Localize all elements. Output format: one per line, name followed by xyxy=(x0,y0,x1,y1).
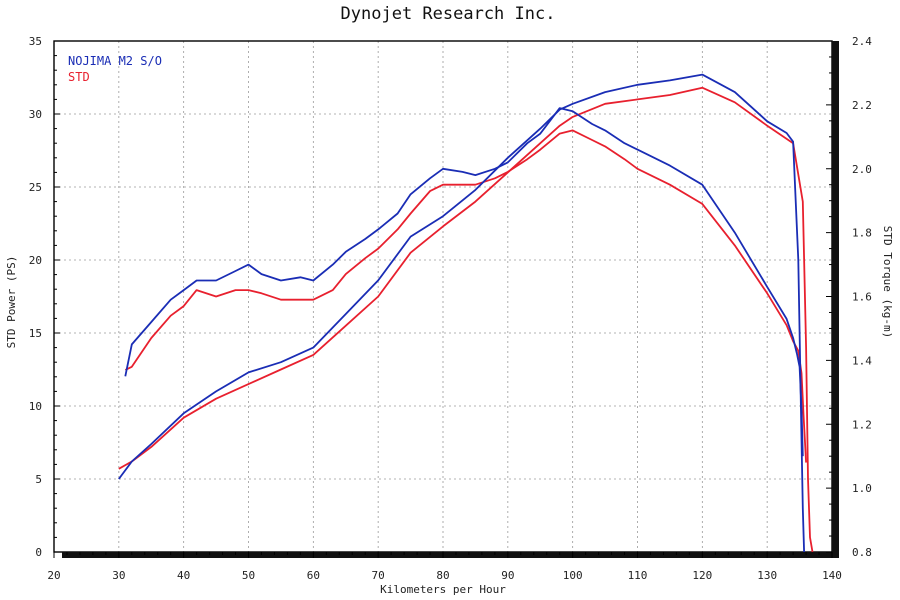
bottom-axis-bar xyxy=(62,552,839,558)
x-tick-label: 30 xyxy=(112,569,125,582)
x-tick-label: 80 xyxy=(436,569,449,582)
x-tick-labels: 20 30 40 50 60 70 80 90 100 110 120 130 140 xyxy=(47,569,842,582)
y-right-tick-labels: 0.8 1.0 1.2 1.4 1.6 1.8 2.0 2.2 2.4 xyxy=(852,35,872,559)
y-right-tick-label: 1.2 xyxy=(852,418,872,431)
x-tick-label: 20 xyxy=(47,569,60,582)
std-torque-line xyxy=(124,129,807,463)
x-tick-label: 110 xyxy=(628,569,648,582)
y-right-tick-label: 1.6 xyxy=(852,291,872,304)
x-tick-label: 60 xyxy=(307,569,320,582)
legend: NOJIMA M2 S/O STD xyxy=(68,54,162,84)
y-right-tick-label: 2.4 xyxy=(852,35,872,48)
x-tick-label: 40 xyxy=(177,569,190,582)
y-right-tick-label: 0.8 xyxy=(852,546,872,559)
nojima-torque-line xyxy=(124,107,804,457)
y-right-tick-label: 1.4 xyxy=(852,354,872,367)
y-left-tick-label: 5 xyxy=(35,473,42,486)
x-tick-label: 130 xyxy=(757,569,777,582)
y-left-tick-labels: 0 5 10 15 20 25 30 35 xyxy=(29,35,42,559)
y-left-tick-label: 20 xyxy=(29,254,42,267)
x-tick-label: 140 xyxy=(822,569,842,582)
x-tick-label: 50 xyxy=(242,569,255,582)
y-right-tick-label: 1.0 xyxy=(852,482,872,495)
right-axis-bar xyxy=(832,41,839,556)
y-right-tick-label: 2.2 xyxy=(852,99,872,112)
legend-entry-std: STD xyxy=(68,70,90,84)
y-left-tick-label: 15 xyxy=(29,327,42,340)
y-left-tick-label: 35 xyxy=(29,35,42,48)
x-axis-title: Kilometers per Hour xyxy=(380,583,506,596)
tick-marks xyxy=(53,40,833,558)
y-right-tick-label: 2.0 xyxy=(852,163,872,176)
grid-lines xyxy=(54,41,832,552)
series-lines xyxy=(118,73,814,553)
y-left-tick-label: 0 xyxy=(35,546,42,559)
y-left-tick-label: 10 xyxy=(29,400,42,413)
y-left-tick-label: 25 xyxy=(29,181,42,194)
x-tick-label: 100 xyxy=(563,569,583,582)
chart-title: Dynojet Research Inc. xyxy=(341,4,556,24)
y-left-axis-title: STD Power (PS) xyxy=(5,256,18,349)
nojima-power-line xyxy=(118,73,805,553)
y-right-axis-title: STD Torque (kg-m) xyxy=(881,226,894,339)
legend-entry-nojima: NOJIMA M2 S/O xyxy=(68,54,162,68)
y-right-tick-label: 1.8 xyxy=(852,227,872,240)
x-tick-label: 120 xyxy=(692,569,712,582)
std-power-line xyxy=(118,86,814,553)
x-tick-label: 70 xyxy=(372,569,385,582)
x-tick-label: 90 xyxy=(501,569,514,582)
y-left-tick-label: 30 xyxy=(29,108,42,121)
